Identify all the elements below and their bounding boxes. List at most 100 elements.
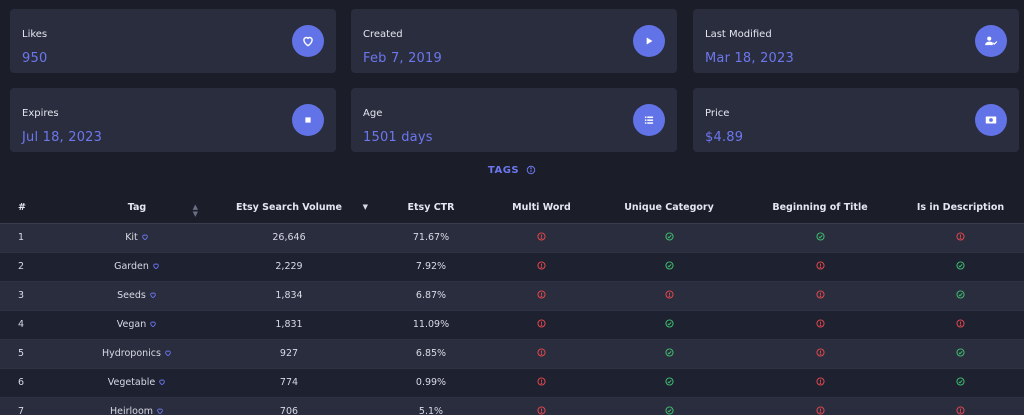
beginning-of-title-cell bbox=[743, 339, 897, 368]
table-row[interactable]: 1 Kit 26,646 71.67% bbox=[0, 223, 1024, 252]
alert-circle-icon bbox=[815, 289, 825, 302]
alert-circle-icon bbox=[815, 318, 825, 331]
check-circle-icon bbox=[956, 347, 965, 360]
tag-cell: Vegetable bbox=[70, 368, 204, 397]
check-circle-icon bbox=[664, 405, 674, 415]
card-value: 1501 days bbox=[363, 130, 433, 145]
column-header-label: Tag bbox=[127, 202, 147, 214]
tag-cell: Garden bbox=[70, 252, 204, 281]
heart-icon[interactable] bbox=[152, 262, 160, 273]
info-icon[interactable] bbox=[526, 165, 536, 178]
beginning-of-title-cell bbox=[743, 310, 897, 339]
multi-word-cell bbox=[488, 368, 595, 397]
row-number: 7 bbox=[18, 406, 25, 415]
ctr-cell: 11.09% bbox=[412, 319, 450, 330]
alert-circle-icon bbox=[537, 376, 546, 389]
unique-category-cell bbox=[595, 223, 743, 252]
column-header-search-volume[interactable]: Etsy Search Volume ▼ bbox=[204, 193, 374, 224]
heart-icon[interactable] bbox=[156, 407, 164, 415]
unique-category-cell bbox=[595, 281, 743, 310]
alert-circle-icon bbox=[537, 289, 546, 302]
sort-icon[interactable]: ▲ ▼ bbox=[192, 203, 198, 218]
tag-name: Garden bbox=[114, 260, 149, 272]
alert-circle-icon bbox=[815, 376, 825, 389]
heart-icon[interactable] bbox=[141, 233, 149, 244]
alert-circle-icon bbox=[956, 318, 965, 331]
card-label: Likes bbox=[22, 29, 48, 40]
tag-name: Kit bbox=[125, 231, 138, 243]
multi-word-cell bbox=[488, 223, 595, 252]
list-icon bbox=[633, 104, 665, 136]
tag-name: Vegan bbox=[116, 318, 147, 330]
column-header-in-description[interactable]: Is in Description bbox=[897, 193, 1024, 224]
table-row[interactable]: 3 Seeds 1,834 6.87% bbox=[0, 281, 1024, 310]
search-volume-cell: 706 bbox=[279, 406, 299, 415]
table-row[interactable]: 2 Garden 2,229 7.92% bbox=[0, 252, 1024, 281]
row-number: 3 bbox=[18, 290, 25, 301]
alert-circle-icon bbox=[537, 347, 546, 360]
table-row[interactable]: 5 Hydroponics 927 6.85% bbox=[0, 339, 1024, 368]
in-description-cell bbox=[897, 252, 1024, 281]
unique-category-cell bbox=[595, 310, 743, 339]
ctr-cell: 6.87% bbox=[415, 290, 447, 301]
in-description-cell bbox=[897, 368, 1024, 397]
price-card: Price $4.89 bbox=[693, 88, 1019, 152]
check-circle-icon bbox=[664, 347, 674, 360]
column-header-unique-category[interactable]: Unique Category bbox=[595, 193, 743, 224]
table-row[interactable]: 7 Heirloom 706 5.1% bbox=[0, 397, 1024, 415]
card-value: Feb 7, 2019 bbox=[363, 51, 442, 66]
check-circle-icon bbox=[956, 260, 965, 273]
in-description-cell bbox=[897, 281, 1024, 310]
tag-name: Hydroponics bbox=[102, 347, 161, 359]
table-row[interactable]: 6 Vegetable 774 0.99% bbox=[0, 368, 1024, 397]
tag-cell: Hydroponics bbox=[70, 339, 204, 368]
card-label: Expires bbox=[22, 108, 59, 119]
column-header-number: # bbox=[0, 193, 70, 224]
money-icon bbox=[975, 104, 1007, 136]
card-label: Last Modified bbox=[705, 29, 772, 40]
search-volume-cell: 774 bbox=[279, 377, 299, 388]
check-circle-icon bbox=[815, 231, 825, 244]
multi-word-cell bbox=[488, 397, 595, 415]
column-header-tag[interactable]: Tag ▲ ▼ bbox=[70, 193, 204, 224]
row-number: 6 bbox=[18, 377, 25, 388]
in-description-cell bbox=[897, 397, 1024, 415]
multi-word-cell bbox=[488, 310, 595, 339]
tag-name: Vegetable bbox=[107, 376, 156, 388]
column-header-label: Etsy Search Volume bbox=[236, 202, 342, 214]
heart-icon bbox=[292, 25, 324, 57]
table-row[interactable]: 4 Vegan 1,831 11.09% bbox=[0, 310, 1024, 339]
beginning-of-title-cell bbox=[743, 281, 897, 310]
last-modified-card: Last Modified Mar 18, 2023 bbox=[693, 9, 1019, 73]
row-number: 1 bbox=[18, 232, 25, 243]
row-number: 2 bbox=[18, 261, 25, 272]
tag-name: Heirloom bbox=[109, 405, 154, 415]
unique-category-cell bbox=[595, 368, 743, 397]
tag-cell: Kit bbox=[70, 223, 204, 252]
heart-icon[interactable] bbox=[149, 291, 157, 302]
card-value: 950 bbox=[22, 51, 48, 66]
beginning-of-title-cell bbox=[743, 368, 897, 397]
search-volume-cell: 927 bbox=[279, 348, 299, 359]
tags-title: TAGS bbox=[487, 165, 520, 176]
unique-category-cell bbox=[595, 397, 743, 415]
beginning-of-title-cell bbox=[743, 252, 897, 281]
heart-icon[interactable] bbox=[149, 320, 157, 331]
row-number: 4 bbox=[18, 319, 25, 330]
card-value: $4.89 bbox=[705, 130, 744, 145]
in-description-cell bbox=[897, 310, 1024, 339]
alert-circle-icon bbox=[956, 405, 965, 415]
search-volume-cell: 1,831 bbox=[275, 319, 303, 330]
heart-icon[interactable] bbox=[164, 349, 172, 360]
alert-circle-icon bbox=[815, 405, 825, 415]
column-header-multi-word[interactable]: Multi Word bbox=[488, 193, 595, 224]
tags-heading: TAGS bbox=[0, 165, 1024, 178]
card-label: Age bbox=[363, 108, 383, 119]
stop-icon bbox=[292, 104, 324, 136]
sort-desc-icon[interactable]: ▼ bbox=[362, 203, 368, 211]
heart-icon[interactable] bbox=[158, 378, 166, 389]
column-header-ctr[interactable]: Etsy CTR bbox=[374, 193, 488, 224]
ctr-cell: 7.92% bbox=[415, 261, 447, 272]
column-header-beginning-of-title[interactable]: Beginning of Title bbox=[743, 193, 897, 224]
beginning-of-title-cell bbox=[743, 223, 897, 252]
